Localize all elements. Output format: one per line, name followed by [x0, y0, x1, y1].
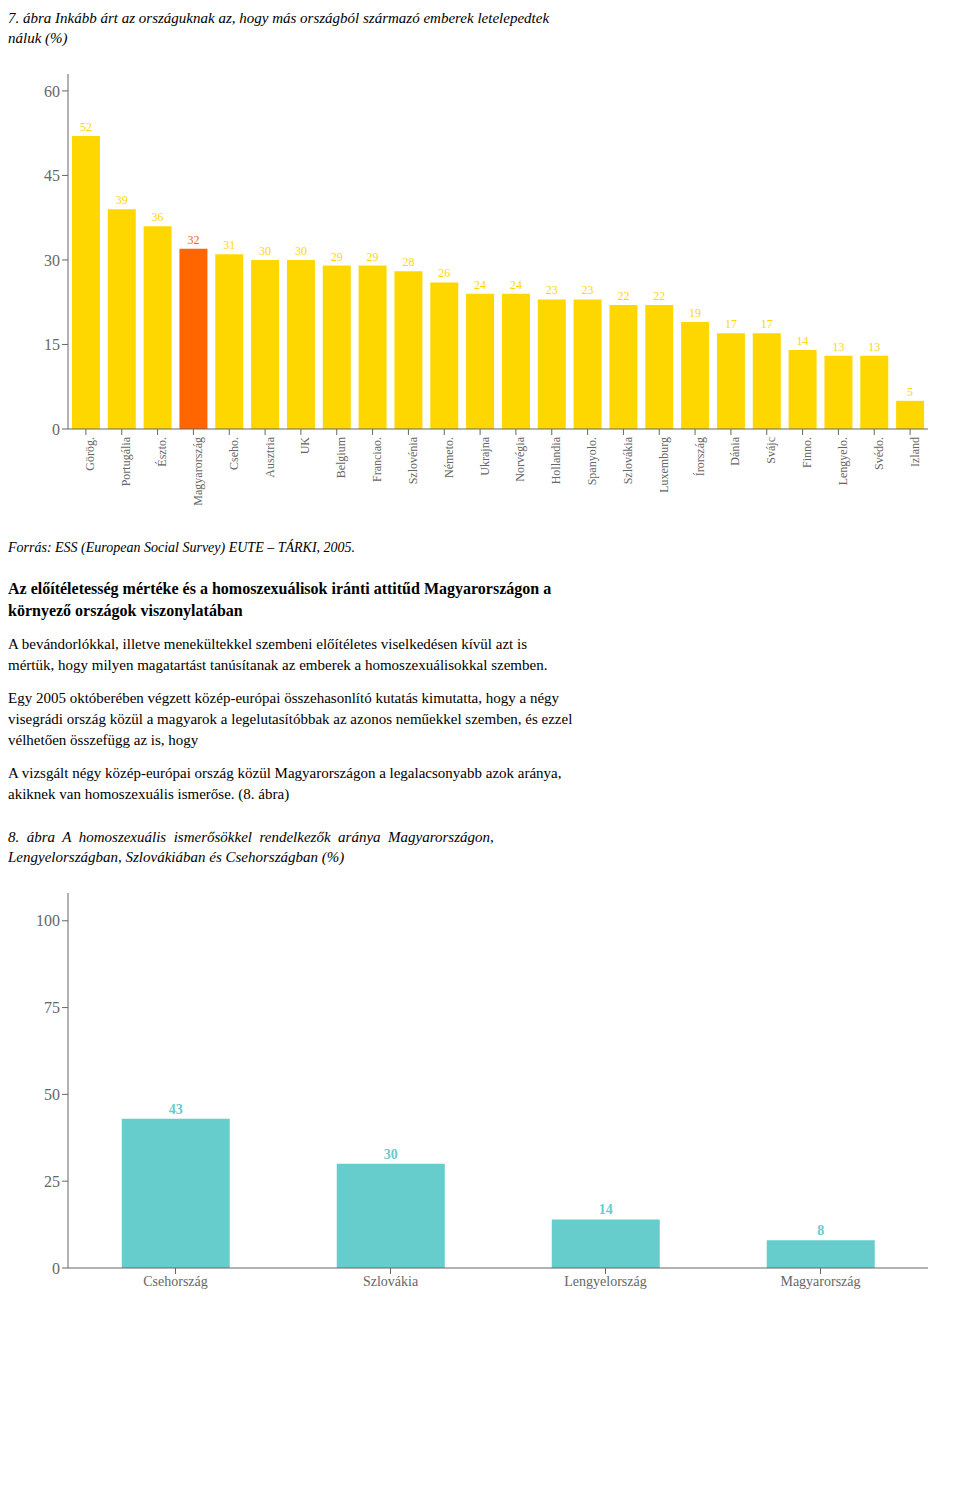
- svg-text:30: 30: [44, 252, 60, 269]
- html-text:8. ábra A homoszexuális ismerő: 8. ábra A homoszexuális ismerősökkel ren…: [8, 829, 494, 845]
- svg-text:30: 30: [384, 1147, 398, 1162]
- svg-text:Izland: Izland: [908, 437, 922, 467]
- svg-text:23: 23: [582, 283, 594, 297]
- svg-text:Finno.: Finno.: [800, 437, 814, 468]
- svg-text:Svájc: Svájc: [764, 437, 778, 464]
- svg-text:14: 14: [599, 1202, 613, 1217]
- svg-text:60: 60: [44, 83, 60, 100]
- svg-text:26: 26: [438, 266, 450, 280]
- svg-text:24: 24: [474, 278, 486, 292]
- svg-text:31: 31: [223, 238, 235, 252]
- svg-text:Norvégia: Norvégia: [513, 436, 527, 481]
- html-text:Forrás: ESS (European Social S: Forrás: ESS (European Social Survey) EUT…: [8, 540, 356, 555]
- svg-text:Luxemburg: Luxemburg: [657, 437, 671, 493]
- svg-text:0: 0: [52, 1260, 60, 1277]
- svg-text:29: 29: [367, 250, 379, 264]
- html-text:visegrádi ország közül a magya: visegrádi ország közül a magyarok a lege…: [8, 711, 573, 727]
- svg-text:52: 52: [80, 120, 92, 134]
- svg-text:Spanyolo.: Spanyolo.: [585, 437, 599, 485]
- svg-text:0: 0: [52, 421, 60, 438]
- svg-text:30: 30: [259, 244, 271, 258]
- svg-text:Lengyelo.: Lengyelo.: [836, 437, 850, 485]
- svg-text:25: 25: [44, 1173, 60, 1190]
- html-text:A bevándorlókkal, illetve mene: A bevándorlókkal, illetve menekültekkel …: [8, 636, 527, 652]
- svg-text:Szlovákia: Szlovákia: [363, 1274, 419, 1289]
- svg-text:13: 13: [832, 340, 844, 354]
- svg-text:36: 36: [152, 210, 164, 224]
- svg-text:Szlovénia: Szlovénia: [406, 436, 420, 484]
- svg-text:Belgium: Belgium: [334, 436, 348, 478]
- svg-text:100: 100: [36, 912, 60, 929]
- svg-text:17: 17: [725, 317, 737, 331]
- svg-text:Észto.: Észto.: [155, 437, 169, 467]
- svg-text:13: 13: [868, 340, 880, 354]
- svg-text:8: 8: [817, 1223, 824, 1238]
- svg-text:39: 39: [116, 193, 128, 207]
- html-text:környező országok viszonylatáb: környező országok viszonylatában: [8, 602, 243, 619]
- svg-text:32: 32: [187, 233, 199, 247]
- svg-text:Dánia: Dánia: [728, 436, 742, 465]
- svg-text:Lengyelország: Lengyelország: [564, 1274, 646, 1289]
- html-text:Lengyelországban, Szlovákiában: Lengyelországban, Szlovákiában és Csehor…: [8, 849, 345, 865]
- svg-text:Írország: Írország: [693, 437, 707, 476]
- svg-text:50: 50: [44, 1086, 60, 1103]
- svg-text:14: 14: [797, 334, 809, 348]
- svg-text:17: 17: [761, 317, 773, 331]
- svg-text:Magyarország: Magyarország: [191, 437, 205, 506]
- svg-text:Franciao.: Franciao.: [370, 437, 384, 482]
- svg-text:19: 19: [689, 306, 701, 320]
- html-text:mértük, hogy milyen magatartás: mértük, hogy milyen magatartást tanúsíta…: [8, 657, 548, 673]
- svg-text:28: 28: [402, 255, 414, 269]
- svg-text:Csehország: Csehország: [143, 1274, 208, 1289]
- svg-text:75: 75: [44, 999, 60, 1016]
- svg-text:5: 5: [907, 385, 913, 399]
- html-text:náluk (%): náluk (%): [8, 30, 68, 46]
- svg-text:23: 23: [546, 283, 558, 297]
- html-text:A vizsgált négy közép-európai: A vizsgált négy közép-európai ország köz…: [8, 765, 562, 781]
- svg-text:Magyarország: Magyarország: [780, 1274, 860, 1289]
- svg-text:Ukrajna: Ukrajna: [478, 436, 492, 475]
- svg-text:22: 22: [653, 289, 665, 303]
- svg-text:24: 24: [510, 278, 522, 292]
- html-text:vélhetően összefügg az is, hog: vélhetően összefügg az is, hogy: [8, 732, 199, 748]
- html-text:7. ábra Inkább árt az országuk: 7. ábra Inkább árt az országuknak az, ho…: [8, 10, 550, 26]
- svg-text:45: 45: [44, 167, 60, 184]
- svg-text:Görög.: Görög.: [83, 437, 97, 471]
- svg-text:43: 43: [169, 1102, 183, 1117]
- svg-text:UK: UK: [298, 437, 312, 455]
- svg-text:29: 29: [331, 250, 343, 264]
- html-text:Egy 2005 októberében végzett k: Egy 2005 októberében végzett közép-európ…: [8, 690, 560, 706]
- svg-text:Svédo.: Svédo.: [872, 437, 886, 470]
- svg-text:15: 15: [44, 336, 60, 353]
- svg-text:Hollandia: Hollandia: [549, 436, 563, 484]
- html-text:akiknek van homoszexuális isme: akiknek van homoszexuális ismerőse. (8. …: [8, 786, 290, 802]
- svg-text:30: 30: [295, 244, 307, 258]
- svg-text:Cseho.: Cseho.: [227, 437, 241, 470]
- svg-text:Portugália: Portugália: [119, 436, 133, 486]
- html-text:Az előítéletesség mértéke és a: Az előítéletesség mértéke és a homoszexu…: [8, 580, 552, 597]
- svg-text:Ausztria: Ausztria: [263, 436, 277, 477]
- svg-text:22: 22: [617, 289, 629, 303]
- svg-text:Szlovákia: Szlovákia: [621, 436, 635, 484]
- svg-text:Németo.: Németo.: [442, 437, 456, 478]
